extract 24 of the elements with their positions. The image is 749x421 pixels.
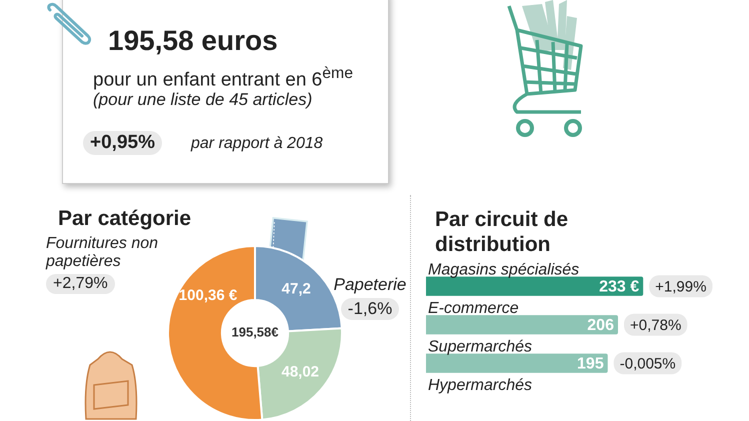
text: 195,58 euros: [108, 25, 278, 57]
slice-label: Fournitures non papetières: [46, 235, 158, 270]
data-label: 195: [577, 356, 604, 373]
text: pour un enfant entrant en 6$^{ème}$: [93, 65, 354, 92]
data-label: 206: [587, 317, 614, 334]
category-label: Supermarchés: [428, 338, 532, 356]
data-label: 100,36 €: [178, 286, 238, 304]
data-label: 48,02: [281, 364, 320, 381]
annotation: -0,005%: [620, 355, 676, 372]
text: +0,95%: [83, 131, 162, 155]
text: +2,79%: [46, 274, 115, 294]
chart-title: Par circuit de distribution: [435, 207, 570, 257]
text: (pour une liste de 45 articles): [93, 90, 312, 110]
slice-label: Papeterie: [334, 275, 406, 294]
category-label: E-commerce: [428, 300, 519, 317]
data-label: 233 €: [599, 278, 640, 296]
annotation: +0,78%: [630, 316, 682, 334]
data-label: 47,2: [282, 280, 311, 298]
text: -1,6%: [340, 298, 400, 320]
chart-title: Par catégorie: [58, 207, 192, 231]
category-label: Hypermarchés: [428, 376, 532, 394]
text: +1,99%: [655, 278, 706, 296]
text: par rapport à 2018: [191, 135, 323, 153]
text: 195,58€: [232, 324, 278, 340]
